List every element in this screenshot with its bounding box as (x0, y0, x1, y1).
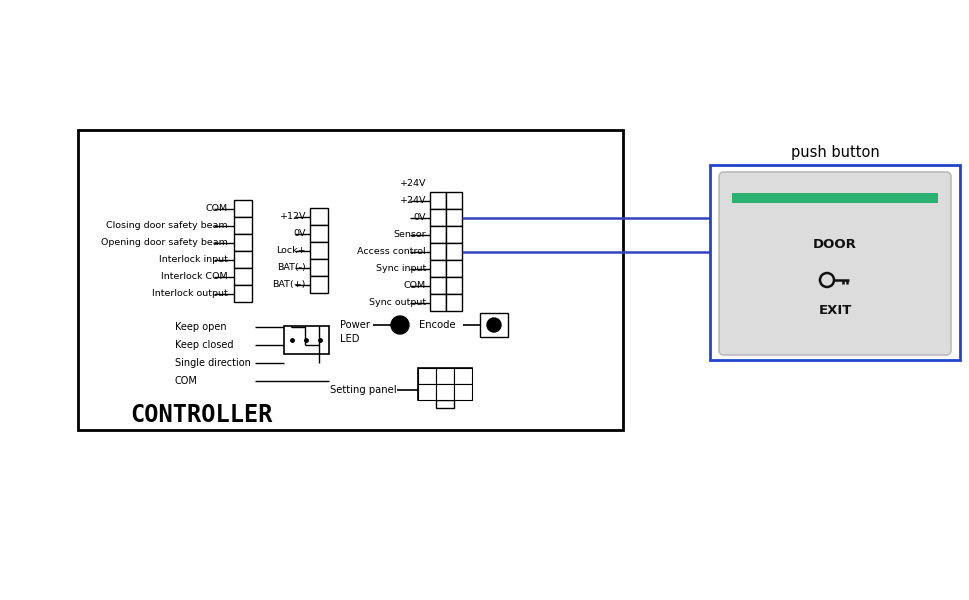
Bar (429, 243, 446, 260)
Bar (435, 400, 453, 408)
Text: Keep open: Keep open (174, 322, 227, 332)
Bar (453, 384, 472, 400)
Bar (709, 165, 959, 360)
Bar (429, 192, 446, 209)
Text: Encode: Encode (419, 320, 455, 330)
Text: Keep closed: Keep closed (174, 340, 234, 350)
Text: Sensor: Sensor (393, 230, 425, 239)
Bar (446, 243, 461, 260)
Text: +24V: +24V (399, 196, 425, 205)
Text: +24V: +24V (399, 179, 425, 188)
Bar (234, 268, 252, 285)
Bar (429, 260, 446, 277)
Text: Single direction: Single direction (174, 358, 251, 368)
Bar (446, 226, 461, 243)
Bar (446, 209, 461, 226)
Bar (310, 225, 328, 242)
Text: Sync output: Sync output (368, 298, 425, 307)
Text: Interlock output: Interlock output (152, 289, 228, 298)
Text: LED: LED (340, 334, 359, 344)
Bar (446, 260, 461, 277)
Bar (429, 209, 446, 226)
Text: DOOR: DOOR (812, 238, 856, 251)
Bar (310, 276, 328, 293)
FancyBboxPatch shape (718, 172, 950, 355)
Text: Setting panel: Setting panel (329, 385, 396, 395)
Bar (429, 277, 446, 294)
Bar (234, 217, 252, 234)
Text: COM: COM (174, 376, 198, 386)
Text: BAT(+): BAT(+) (272, 280, 305, 289)
Bar (429, 226, 446, 243)
Bar (234, 251, 252, 268)
Bar (446, 192, 461, 209)
Text: Lock+: Lock+ (276, 246, 305, 255)
Bar (732, 193, 937, 203)
Text: Opening door safety beam: Opening door safety beam (101, 238, 228, 247)
Text: EXIT: EXIT (818, 304, 851, 317)
Bar (453, 368, 472, 384)
Text: Sync input: Sync input (375, 264, 425, 273)
Bar (418, 384, 435, 400)
Text: 0V: 0V (294, 229, 305, 238)
Bar (418, 368, 472, 400)
Text: Closing door safety beam: Closing door safety beam (107, 221, 228, 230)
Bar (234, 200, 252, 217)
Bar (418, 368, 435, 384)
Bar (234, 285, 252, 302)
Bar (310, 259, 328, 276)
Text: COM: COM (205, 204, 228, 213)
Bar (446, 294, 461, 311)
Text: CONTROLLER: CONTROLLER (130, 403, 272, 427)
Bar (446, 277, 461, 294)
Bar (480, 313, 508, 337)
Bar (78, 130, 622, 430)
Text: 0V: 0V (413, 213, 425, 222)
Bar (310, 242, 328, 259)
Circle shape (391, 316, 409, 334)
Text: BAT(-): BAT(-) (277, 263, 305, 272)
Text: push button: push button (790, 145, 879, 160)
Text: +12V: +12V (279, 212, 305, 221)
Text: COM: COM (403, 281, 425, 290)
Bar (234, 234, 252, 251)
Bar (429, 294, 446, 311)
Text: Interlock COM: Interlock COM (161, 272, 228, 281)
Bar (435, 368, 453, 384)
Text: Interlock input: Interlock input (159, 255, 228, 264)
Text: Power: Power (340, 320, 369, 330)
Bar (284, 326, 328, 354)
Bar (435, 384, 453, 400)
Text: Access control: Access control (357, 247, 425, 256)
Bar (310, 208, 328, 225)
Circle shape (486, 318, 500, 332)
